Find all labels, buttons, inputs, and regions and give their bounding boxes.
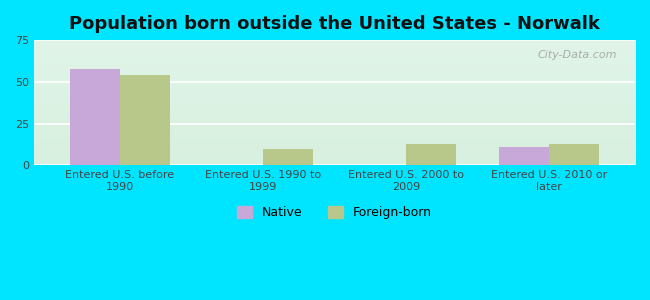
Bar xyxy=(70,68,120,165)
Legend: Native, Foreign-born: Native, Foreign-born xyxy=(237,206,432,219)
Bar xyxy=(120,75,170,165)
Text: City-Data.com: City-Data.com xyxy=(538,50,617,60)
Title: Population born outside the United States - Norwalk: Population born outside the United State… xyxy=(69,15,600,33)
Bar xyxy=(549,144,599,165)
Bar xyxy=(263,149,313,165)
Bar xyxy=(499,147,549,165)
Bar xyxy=(406,144,456,165)
